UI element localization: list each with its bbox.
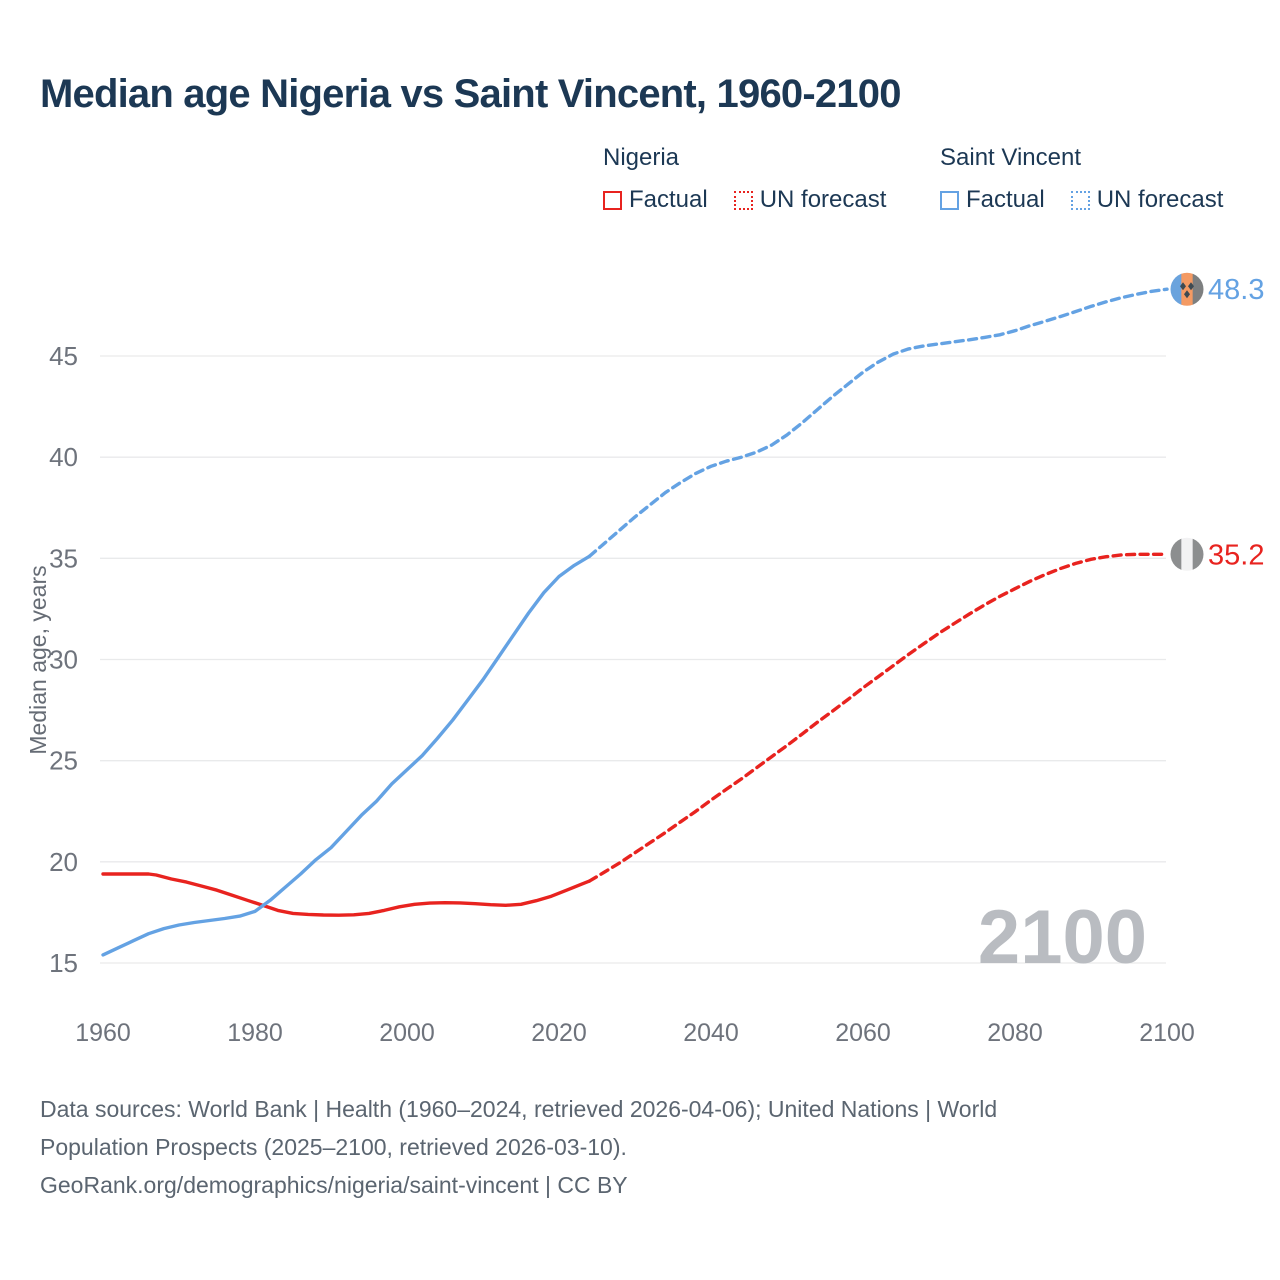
legend-item-label: Factual xyxy=(629,186,708,213)
series-line-saint-vincent-factual xyxy=(101,554,592,957)
footer-line: Data sources: World Bank | Health (1960–… xyxy=(40,1096,998,1122)
y-tick-label: 25 xyxy=(49,746,78,776)
y-tick-label: 35 xyxy=(49,543,78,573)
legend-group-saint-vincent: Saint Vincent Factual UN forecast xyxy=(940,144,1249,214)
legend-swatch-solid-icon xyxy=(603,190,622,210)
x-tick-label: 2060 xyxy=(835,1019,891,1047)
y-tick-label: 15 xyxy=(49,948,78,978)
y-tick-label: 40 xyxy=(49,442,78,472)
legend-item-nigeria-forecast[interactable]: UN forecast xyxy=(733,186,887,214)
legend-swatch-dotted-icon xyxy=(733,190,753,210)
page-title: Median age Nigeria vs Saint Vincent, 196… xyxy=(40,72,901,116)
legend-item-saint-vincent-factual[interactable]: Factual xyxy=(940,186,1045,214)
series-line-nigeria-factual xyxy=(101,872,592,917)
legend-item-label: UN forecast xyxy=(1096,186,1224,213)
data-sources-note: Data sources: World Bank | Health (1960–… xyxy=(40,1090,1200,1204)
legend-item-nigeria-factual[interactable]: Factual xyxy=(603,186,708,214)
legend-items: Factual UN forecast xyxy=(940,186,1249,214)
y-axis-label: Median age, years xyxy=(25,565,51,754)
x-tick-label: 2040 xyxy=(683,1019,739,1047)
legend-swatch-solid-icon xyxy=(940,190,959,210)
footer-line: Population Prospects (2025–2100, retriev… xyxy=(40,1134,627,1160)
x-tick-label: 2080 xyxy=(987,1019,1043,1047)
legend-country-name: Nigeria xyxy=(603,144,680,171)
y-tick-label: 20 xyxy=(49,847,78,877)
legend-item-label: Factual xyxy=(966,186,1045,213)
legend-items: Factual UN forecast xyxy=(603,186,912,214)
x-tick-label: 1980 xyxy=(227,1019,283,1047)
sv-flag-icon xyxy=(1170,272,1204,306)
end-value-label-saint-vincent: 48.3 xyxy=(1208,274,1264,306)
y-tick-label: 30 xyxy=(49,645,78,675)
legend-item-label: UN forecast xyxy=(759,186,887,213)
footer-line: GeoRank.org/demographics/nigeria/saint-v… xyxy=(40,1172,628,1198)
ng-flag-icon xyxy=(1170,537,1204,571)
legend-item-saint-vincent-forecast[interactable]: UN forecast xyxy=(1070,186,1224,214)
legend-country-name: Saint Vincent xyxy=(940,144,1081,171)
chart-plot: 15 20 25 30 35 40 45 2100 1960 1980 2000 2020 2040 20… xyxy=(25,272,1264,1047)
x-tick-label: 2100 xyxy=(1139,1019,1195,1047)
series-line-saint-vincent-un-forecast xyxy=(587,287,1169,558)
y-tick-label: 45 xyxy=(49,341,78,371)
x-tick-label: 1960 xyxy=(75,1019,131,1047)
x-tick-label: 2000 xyxy=(379,1019,435,1047)
x-tick-label: 2020 xyxy=(531,1019,587,1047)
hovered-year-watermark: 2100 xyxy=(978,895,1147,980)
legend-group-nigeria: Nigeria Factual UN forecast xyxy=(603,144,912,214)
legend-swatch-dotted-icon xyxy=(1070,190,1090,210)
series-line-nigeria-un-forecast xyxy=(587,552,1169,883)
end-value-label-nigeria: 35.2 xyxy=(1208,539,1264,571)
